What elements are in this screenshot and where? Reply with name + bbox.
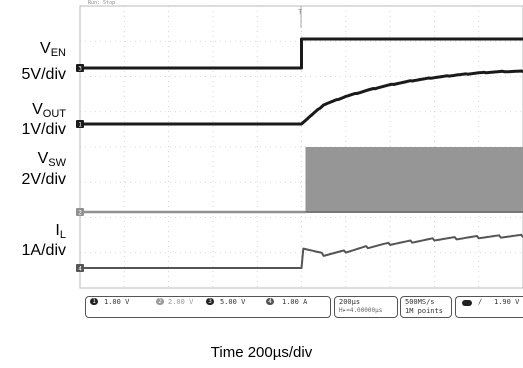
ch3-badge: 3 xyxy=(206,298,214,305)
traces xyxy=(80,37,523,269)
il-scale-label: 1A/div xyxy=(21,242,66,259)
ch1-badge: 1 xyxy=(90,298,98,305)
acquisition-box: 500MS/s 1M points xyxy=(400,296,452,318)
channel-marker-ven: 3 xyxy=(76,64,84,73)
trigger-channel-badge xyxy=(462,300,472,306)
trace-il xyxy=(80,233,523,269)
channel-scale-box: 1 1.00 V 2 2.00 V 3 5.00 V 4 1.00 A xyxy=(85,296,331,318)
vout-label: VOUT xyxy=(32,101,66,120)
ch4-badge: 4 xyxy=(266,298,274,305)
svg-text:4: 4 xyxy=(78,266,82,273)
sample-rate: 500MS/s xyxy=(405,298,435,306)
trigger-box: ∕ 1.90 V xyxy=(455,296,523,318)
timebase-value: 200µs xyxy=(339,298,361,306)
channel-marker-vout: 1 xyxy=(76,120,84,129)
svg-text:2: 2 xyxy=(78,210,82,217)
vsw-label: VSW xyxy=(37,150,66,169)
svg-text:3: 3 xyxy=(78,66,82,73)
trace-vsw-switching xyxy=(305,147,523,212)
channel-marker-il: 4 xyxy=(76,264,84,273)
x-axis-label: Time 200µs/div xyxy=(210,344,313,361)
ch2-scale: 2.00 V xyxy=(168,298,194,306)
ch1-scale: 1.00 V xyxy=(104,298,130,306)
timebase-box: 200µs H▸=4.00000µs xyxy=(334,296,398,318)
channel-markers: 3 1 2 4 xyxy=(76,64,84,273)
vout-scale-label: 1V/div xyxy=(21,121,66,138)
trace-ven xyxy=(80,37,523,70)
trigger-slope-icon: ∕ xyxy=(478,298,483,306)
ven-label: VEN xyxy=(40,40,66,59)
trigger-position-marker: T xyxy=(298,8,303,16)
svg-text:1: 1 xyxy=(78,122,82,129)
ch4-scale: 1.00 A xyxy=(282,298,308,306)
channel-marker-vsw: 2 xyxy=(76,208,84,217)
horizontal-position: H▸=4.00000µs xyxy=(339,307,383,314)
il-label: IL xyxy=(55,222,66,241)
ven-scale-label: 5V/div xyxy=(21,66,66,83)
ch2-badge: 2 xyxy=(156,298,164,305)
trace-vout xyxy=(80,69,523,126)
record-length: 1M points xyxy=(405,307,443,315)
trigger-level: 1.90 V xyxy=(494,298,520,306)
ch3-scale: 5.00 V xyxy=(220,298,246,306)
vsw-scale-label: 2V/div xyxy=(21,171,66,188)
scope-header: Run: Stop xyxy=(88,0,116,6)
